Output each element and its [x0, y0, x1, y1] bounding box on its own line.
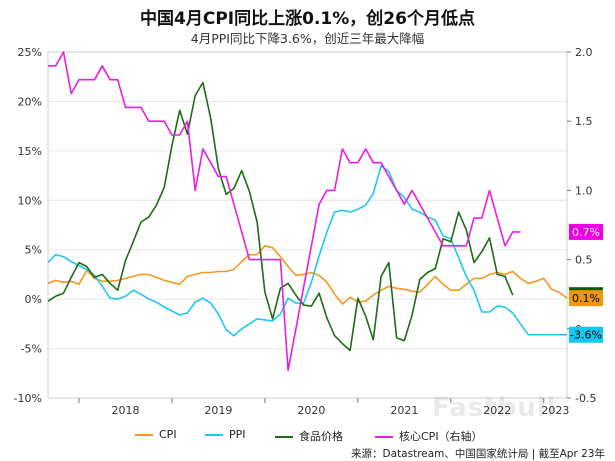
left-axis-tick-label: 10% — [18, 194, 42, 207]
x-axis-tick-label: 2019 — [204, 404, 232, 417]
legend-item-cpi: CPI — [135, 428, 177, 441]
left-axis-tick-label: 25% — [18, 46, 42, 59]
series-line-core-cpi — [48, 51, 521, 372]
series-line-food-price — [47, 81, 514, 352]
legend-item-core-cpi: 核心CPI（右轴） — [375, 428, 483, 444]
chart-title: 中国4月CPI同比上涨0.1%，创26个月低点 — [140, 9, 475, 29]
legend-swatch — [275, 436, 293, 438]
left-axis-tick-label: 20% — [18, 95, 42, 108]
left-axis-tick-label: -5% — [21, 343, 42, 356]
x-axis-tick-label: 2020 — [297, 404, 325, 417]
legend-label: 核心CPI（右轴） — [399, 430, 483, 443]
legend-swatch — [135, 434, 153, 436]
legend-label: PPI — [229, 428, 246, 441]
legend-item-food-price: 食品价格 — [275, 428, 343, 444]
x-axis-tick-label: 2018 — [111, 404, 139, 417]
x-axis-tick-label: 2021 — [390, 404, 418, 417]
series-line-ppi — [47, 164, 567, 337]
end-label-box-ppi — [569, 326, 603, 343]
right-axis-tick-label: 2.0 — [575, 46, 593, 59]
left-axis-tick-label: 5% — [25, 244, 42, 257]
end-label-box-core-cpi — [569, 223, 603, 240]
right-axis-tick-label: 1.0 — [575, 184, 593, 197]
x-axis-tick-label: 2023 — [541, 404, 569, 417]
plot-frame — [47, 51, 568, 399]
chart-subtitle: 4月PPI同比下降3.6%，创近三年最大降幅 — [190, 31, 425, 46]
x-axis-tick-label: 2022 — [483, 404, 511, 417]
legend-swatch — [205, 434, 223, 436]
left-axis-tick-label: 15% — [18, 145, 42, 158]
series-line-cpi — [47, 245, 568, 305]
left-axis-tick-label: -10% — [14, 392, 42, 405]
source-note: 来源：Datastream、中国国家统计局 | 截至Apr 23年 — [351, 448, 605, 460]
legend-label: CPI — [159, 428, 177, 441]
left-axis-tick-label: 0% — [25, 293, 42, 306]
legend-label: 食品价格 — [299, 430, 343, 443]
right-axis-tick-label: 1.5 — [575, 115, 593, 128]
right-axis-tick-label: -0.5 — [575, 392, 596, 405]
legend-item-ppi: PPI — [205, 428, 246, 441]
end-label-ppi: -3.6% — [570, 329, 602, 342]
end-label-core-cpi: 0.7% — [572, 226, 600, 239]
end-label-cpi: 0.1% — [572, 292, 600, 305]
watermark: Fastbull — [432, 393, 557, 423]
right-axis-tick-label: 0.5 — [575, 254, 593, 267]
end-label-box-cpi — [569, 290, 603, 307]
legend-swatch — [375, 436, 393, 438]
